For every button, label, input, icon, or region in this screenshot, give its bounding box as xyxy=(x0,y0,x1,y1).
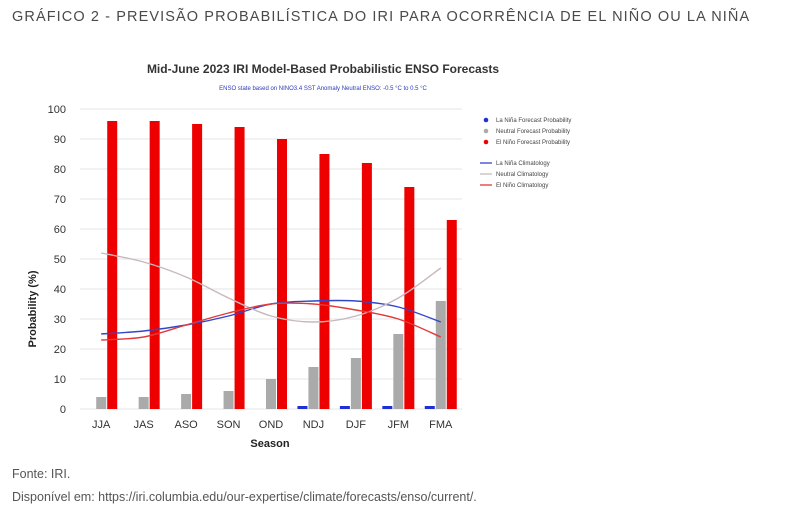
y-tick-label-100: 100 xyxy=(48,104,66,116)
legend-label-el-ni-o-climatology: El Niño Climatology xyxy=(496,183,548,189)
chart-subtitle: ENSO state based on NINO3.4 SST Anomaly … xyxy=(219,86,427,92)
line-neutral-climatology xyxy=(101,252,442,323)
line-el-ni-o-climatology xyxy=(101,302,442,341)
bar-neutral-forecast-probability-aso xyxy=(181,394,192,409)
source-note: Fonte: IRI. xyxy=(12,467,71,481)
x-tick-label-son: SON xyxy=(217,419,241,431)
legend-marker-la-ni-a-forecast-probability xyxy=(483,117,489,123)
source-url-note: Disponível em: https://iri.columbia.edu/… xyxy=(12,490,477,504)
y-tick-label-60: 60 xyxy=(54,224,66,236)
chart-svg: Mid-June 2023 IRI Model-Based Probabilis… xyxy=(22,52,632,457)
legend-label-la-ni-a-forecast-probability: La Niña Forecast Probability xyxy=(496,118,571,124)
bar-el-ni-o-forecast-probability-jja xyxy=(107,121,118,409)
x-tick-label-jja: JJA xyxy=(92,419,111,431)
x-tick-label-fma: FMA xyxy=(429,419,453,431)
bar-neutral-forecast-probability-fma xyxy=(435,301,446,409)
legend-marker-el-ni-o-forecast-probability xyxy=(483,139,489,145)
bar-el-ni-o-forecast-probability-djf xyxy=(361,163,372,409)
bar-la-ni-a-forecast-probability-fma xyxy=(424,406,435,409)
bar-el-ni-o-forecast-probability-ond xyxy=(277,139,287,409)
y-tick-label-90: 90 xyxy=(54,134,66,146)
legend-label-neutral-climatology: Neutral Climatology xyxy=(496,172,548,178)
bar-la-ni-a-forecast-probability-ndj xyxy=(297,406,308,409)
bar-neutral-forecast-probability-djf xyxy=(350,358,361,409)
legend-marker-neutral-forecast-probability xyxy=(483,128,489,134)
bar-el-ni-o-forecast-probability-son xyxy=(234,127,245,409)
y-tick-label-10: 10 xyxy=(54,374,66,386)
enso-forecast-chart: Mid-June 2023 IRI Model-Based Probabilis… xyxy=(22,52,632,457)
y-axis-label: Probability (%) xyxy=(27,270,39,347)
y-tick-label-70: 70 xyxy=(54,194,66,206)
y-tick-label-40: 40 xyxy=(54,284,66,296)
legend-label-la-ni-a-climatology: La Niña Climatology xyxy=(496,161,550,167)
x-tick-labels: JJA JAS ASO SON OND NDJ DJF JFM FMA xyxy=(92,419,453,431)
legend: La Niña Forecast Probability Neutral Fore… xyxy=(480,117,571,189)
bar-neutral-forecast-probability-jja xyxy=(96,397,107,409)
bar-neutral-forecast-probability-son xyxy=(223,391,234,409)
bar-neutral-forecast-probability-jas xyxy=(138,397,149,409)
bar-el-ni-o-forecast-probability-fma xyxy=(446,220,457,409)
bar-el-ni-o-forecast-probability-ndj xyxy=(319,154,330,409)
legend-label-el-ni-o-forecast-probability: El Niño Forecast Probability xyxy=(496,140,570,146)
bar-la-ni-a-forecast-probability-jfm xyxy=(382,406,393,409)
x-tick-label-djf: DJF xyxy=(346,419,366,431)
page-heading: GRÁFICO 2 - PREVISÃO PROBABILÍSTICA DO I… xyxy=(12,9,751,25)
y-tick-label-30: 30 xyxy=(54,314,66,326)
bar-neutral-forecast-probability-ndj xyxy=(308,367,319,409)
y-tick-label-20: 20 xyxy=(54,344,66,356)
chart-title: Mid-June 2023 IRI Model-Based Probabilis… xyxy=(147,62,499,76)
x-tick-label-ond: OND xyxy=(259,419,284,431)
bar-la-ni-a-forecast-probability-djf xyxy=(339,406,350,409)
climatology-lines xyxy=(101,252,442,341)
x-tick-label-jfm: JFM xyxy=(388,419,409,431)
x-axis-label: Season xyxy=(250,438,289,450)
legend-label-neutral-forecast-probability: Neutral Forecast Probability xyxy=(496,129,570,135)
y-tick-label-80: 80 xyxy=(54,164,66,176)
y-tick-label-50: 50 xyxy=(54,254,66,266)
bar-el-ni-o-forecast-probability-jfm xyxy=(404,187,415,409)
bar-neutral-forecast-probability-jfm xyxy=(393,334,404,409)
bar-el-ni-o-forecast-probability-aso xyxy=(192,124,203,409)
y-tick-labels: 0 10 20 30 40 50 60 70 80 90 100 xyxy=(48,104,66,416)
bar-neutral-forecast-probability-ond xyxy=(266,379,276,409)
x-tick-label-aso: ASO xyxy=(174,419,198,431)
x-tick-label-ndj: NDJ xyxy=(303,419,324,431)
x-tick-label-jas: JAS xyxy=(134,419,154,431)
y-tick-label-0: 0 xyxy=(60,404,66,416)
